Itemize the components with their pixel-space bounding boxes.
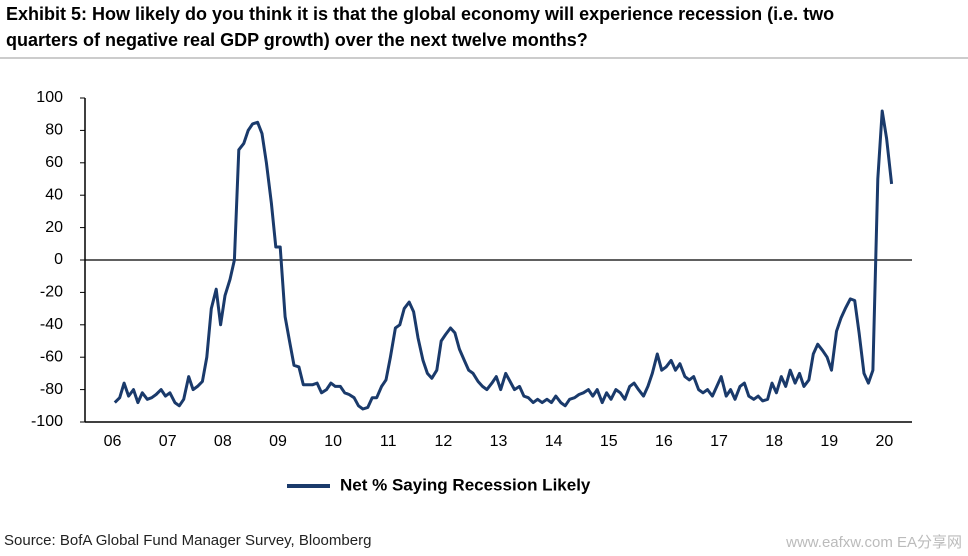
y-tick-label: 20	[45, 219, 63, 236]
x-tick-label: 07	[159, 433, 177, 450]
x-tick-label: 15	[600, 433, 618, 450]
y-tick-label: -80	[40, 381, 63, 398]
x-tick-label: 11	[380, 433, 397, 450]
y-tick-label: 40	[45, 186, 63, 203]
chart-title: Exhibit 5: How likely do you think it is…	[6, 4, 834, 24]
x-tick-label: 14	[545, 433, 563, 450]
x-tick-label: 18	[765, 433, 783, 450]
x-tick-label: 10	[324, 433, 342, 450]
x-tick-label: 09	[269, 433, 287, 450]
x-tick-label: 17	[710, 433, 728, 450]
legend-label: Net % Saying Recession Likely	[340, 475, 591, 494]
y-tick-label: -100	[31, 413, 63, 430]
source: Source: BofA Global Fund Manager Survey,…	[4, 532, 371, 549]
y-tick-label: -40	[40, 316, 63, 333]
watermark: www.eafxw.com EA分享网	[785, 534, 962, 551]
y-tick-label: 0	[54, 251, 63, 268]
y-tick-label: -60	[40, 348, 63, 365]
y-tick-label: 60	[45, 154, 63, 171]
series-line	[113, 109, 894, 411]
x-tick-label: 20	[876, 433, 894, 450]
y-tick-label: -20	[40, 284, 63, 301]
y-tick-label: 80	[45, 122, 63, 139]
x-tick-label: 13	[490, 433, 508, 450]
x-tick-label: 19	[820, 433, 838, 450]
y-tick-label: 100	[36, 89, 63, 106]
x-tick-label: 08	[214, 433, 232, 450]
x-tick-label: 06	[104, 433, 122, 450]
x-tick-label: 16	[655, 433, 673, 450]
x-tick-label: 12	[434, 433, 452, 450]
chart-title-line2: quarters of negative real GDP growth) ov…	[6, 30, 588, 50]
